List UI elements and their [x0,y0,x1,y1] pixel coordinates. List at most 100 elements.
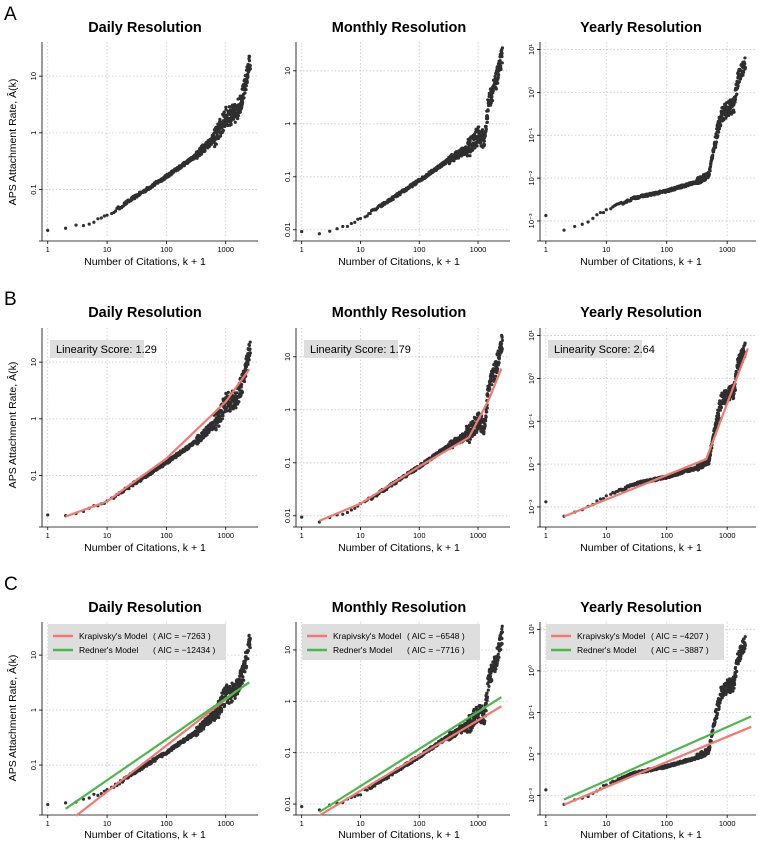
scatter-points [544,635,747,806]
x-tick-label: 1 [300,819,304,828]
x-tick-label: 100 [660,819,673,828]
data-point [328,229,332,233]
data-point [234,406,238,410]
data-point [499,342,504,346]
data-point [235,391,239,395]
scatter-points [46,54,252,232]
data-point [96,217,100,221]
data-point [500,46,505,50]
x-tick-label: 1 [46,245,50,254]
data-point [741,73,745,77]
data-point [485,410,489,414]
data-point [244,664,249,668]
data-point [358,793,363,797]
data-point [708,169,712,173]
data-point [733,97,738,101]
data-point [64,226,68,230]
data-point [247,633,251,637]
x-tick-label: 10 [602,531,610,540]
data-point [500,335,504,339]
data-point [356,793,360,797]
data-point [46,228,50,232]
data-point [500,642,504,646]
title-b-monthly: Monthly Resolution [332,305,467,321]
title-a-yearly: Yearly Resolution [580,20,702,36]
x-tick-label: 100 [413,531,426,540]
data-point [544,788,548,792]
data-point [481,128,485,132]
data-point [484,709,488,713]
data-point [212,144,217,149]
y-tick-label: 0.1 [29,184,38,194]
data-point [469,728,473,732]
y-tick-label: 1 [283,408,292,412]
data-point [349,508,353,512]
xlabel-c-monthly: Number of Citations, k + 1 [338,829,460,841]
data-point [248,636,252,641]
data-point [248,646,252,650]
scatter-points [544,56,747,232]
data-point [219,419,223,423]
data-point [87,222,91,226]
y-tick-label: 10 [283,353,292,361]
data-point [243,670,247,674]
data-point [716,134,720,138]
data-point [235,692,240,696]
data-point [226,390,230,394]
y-tick-label: 1 [29,708,38,712]
data-point [485,691,489,695]
data-point [475,429,479,434]
data-point [490,679,494,683]
data-point [500,338,505,343]
data-point [733,665,738,670]
x-tick-label: 100 [413,819,426,828]
data-point [467,440,472,445]
data-point [224,105,228,109]
data-point [609,207,613,211]
data-point [707,172,711,176]
data-point [231,117,236,121]
data-point [482,711,486,715]
y-tick-label: 10¹ [527,330,536,341]
y-tick-label: 10 [29,358,38,366]
data-point [562,228,566,232]
data-point [448,161,452,165]
data-point [708,457,712,461]
title-a-monthly: Monthly Resolution [332,20,467,36]
data-point [498,59,502,63]
x-tick-label: 1 [544,531,548,540]
data-point [239,385,243,389]
data-point [221,414,225,418]
data-point [717,127,722,131]
data-point [483,424,487,428]
legend-aic: ( AIC = −7263 ) [153,631,211,641]
x-tick-label: 10 [602,819,610,828]
krapivsky-line [318,705,502,817]
data-point [203,149,207,153]
scatter-points [46,340,252,518]
data-point [365,214,369,218]
data-point [490,383,494,387]
data-point [228,112,232,117]
data-point [733,388,737,392]
data-point [244,84,248,88]
data-point [732,102,736,107]
data-point [483,134,487,138]
data-point [496,81,500,85]
data-point [580,222,584,226]
data-point [482,429,486,434]
data-point [500,627,504,631]
x-tick-label: 1000 [719,819,736,828]
data-point [244,88,248,92]
data-point [486,109,490,113]
data-point [483,719,487,723]
data-point [365,788,369,792]
data-point [214,428,218,432]
data-point [87,796,91,800]
y-tick-label: 0.1 [29,760,38,770]
data-point [714,145,718,149]
data-point [472,432,477,437]
x-tick-label: 1000 [470,819,487,828]
x-tick-label: 1000 [217,819,234,828]
